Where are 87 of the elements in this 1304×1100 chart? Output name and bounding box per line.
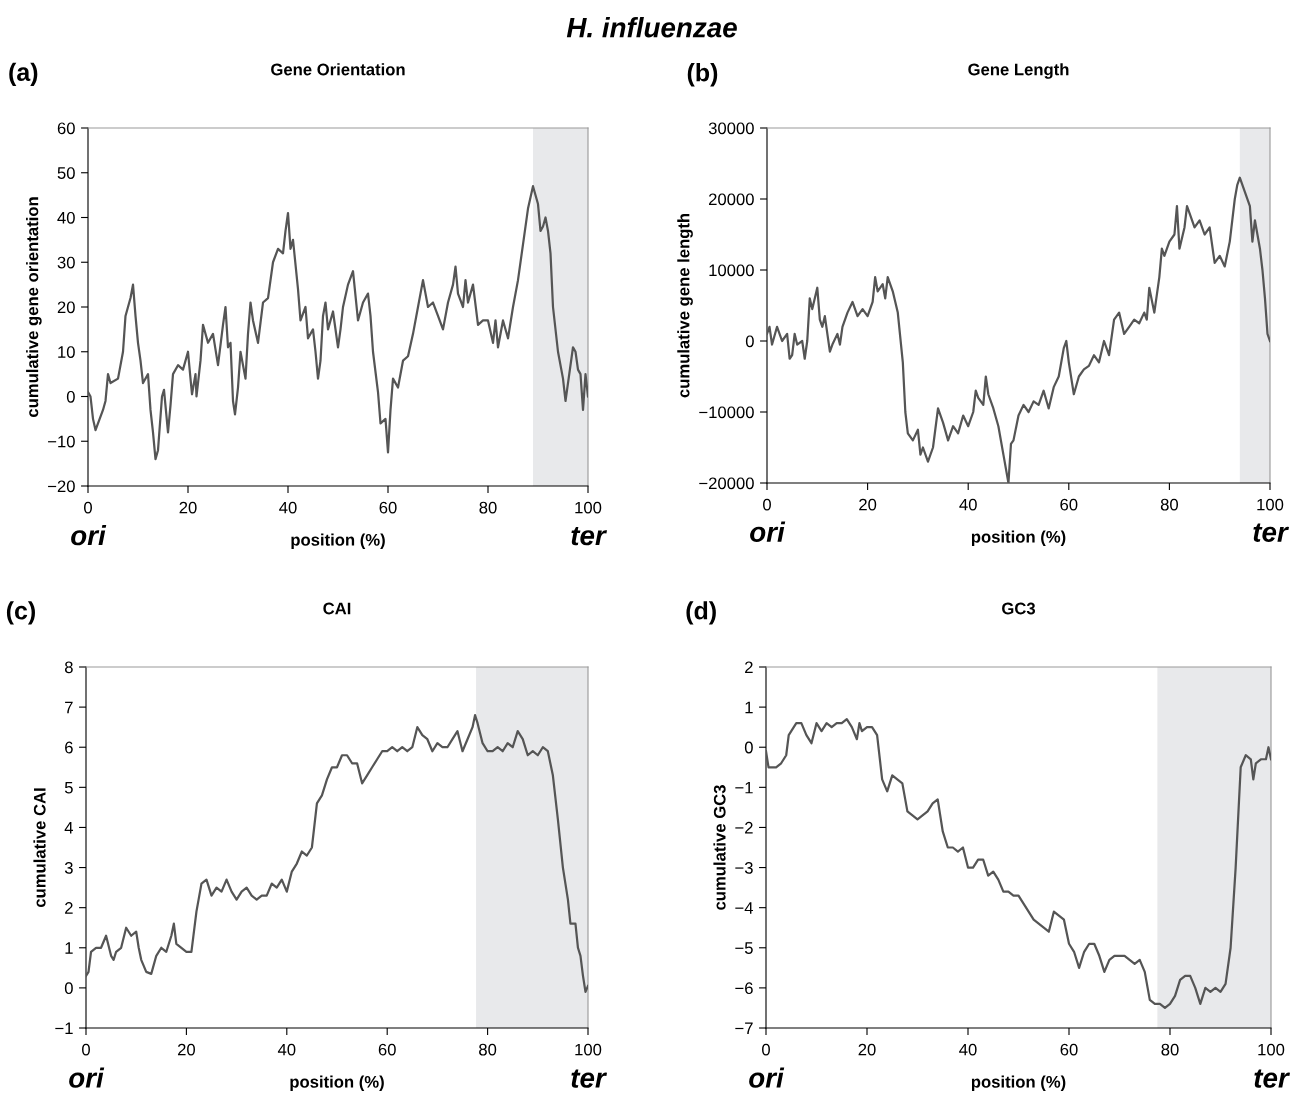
x-tick-label: 80: [1160, 498, 1179, 511]
chart-title: CAI: [323, 602, 351, 615]
text: ori: [749, 1067, 785, 1088]
y-tick-label: 6: [65, 741, 73, 754]
x-tick-label: 0: [84, 501, 92, 514]
y-tick-label: 2: [65, 902, 73, 914]
y-tick-label: 60: [57, 122, 75, 135]
y-axis-title: cumulative GC3: [713, 785, 726, 910]
y-tick-label: 1: [65, 942, 73, 954]
x-tick-label: 20: [859, 498, 877, 511]
y-tick-label: 10000: [709, 264, 754, 277]
x-tick-label: 100: [575, 1043, 602, 1056]
y-tick-label: 3: [64, 861, 73, 874]
y-tick-label: 10: [58, 346, 75, 358]
x-tick-label: 0: [763, 498, 771, 511]
x-tick-label: 60: [378, 1043, 396, 1056]
y-tick-label: 5: [64, 781, 73, 794]
text: ori: [750, 521, 786, 542]
y-tick-label: 1: [745, 701, 753, 714]
x-tick-label: 80: [479, 1043, 497, 1056]
y-axis-title: cumulative CAI: [33, 788, 46, 908]
x-tick-label: 100: [1257, 498, 1284, 511]
x-tick-label: 0: [82, 1043, 90, 1056]
y-tick-label: −2: [735, 821, 753, 834]
y-tick-label: 2: [745, 661, 753, 674]
line-series: [766, 718, 1271, 1010]
x-tick-label: 40: [959, 498, 977, 511]
x-tick-label: 40: [279, 501, 297, 514]
x-tick-label: 40: [277, 1043, 296, 1056]
x-tick-label: 20: [858, 1043, 876, 1056]
y-tick-label: 0: [64, 982, 73, 995]
x-tick-label: 60: [1060, 498, 1078, 511]
y-tick-label: −5: [735, 942, 753, 954]
y-tick-label: 8: [64, 661, 73, 674]
y-tick-label: −7: [735, 1022, 753, 1035]
y-tick-label: 7: [65, 701, 73, 714]
y-tick-label: 0: [66, 390, 75, 403]
y-tick-label: −10: [48, 435, 75, 448]
x-tick-label: 60: [1060, 1043, 1078, 1056]
text: ter: [571, 526, 608, 546]
x-tick-label: 0: [762, 1043, 770, 1056]
y-tick-label: 20: [57, 301, 75, 314]
y-tick-label: −20000: [699, 477, 754, 490]
chart-title: Gene Orientation: [271, 63, 405, 76]
text: ter: [1253, 523, 1290, 542]
y-tick-label: −1: [55, 1022, 73, 1035]
x-tick-label: 20: [179, 501, 197, 514]
y-tick-label: −6: [735, 982, 753, 995]
y-tick-label: 40: [57, 211, 75, 224]
x-axis-title: position (%): [291, 533, 385, 550]
text: ori: [71, 524, 107, 546]
y-tick-label: 20000: [709, 193, 754, 206]
y-axis-title: cumulative gene length: [677, 213, 693, 398]
line-series: [86, 714, 588, 994]
x-axis-title: position (%): [971, 530, 1066, 547]
x-tick-label: 100: [575, 501, 602, 514]
x-tick-label: 20: [177, 1043, 196, 1056]
line-series: [88, 185, 588, 461]
text: (c): [6, 601, 35, 625]
x-tick-label: 80: [479, 501, 497, 514]
y-tick-label: −4: [735, 902, 754, 914]
text: ter: [571, 1069, 608, 1088]
x-axis-title: position (%): [971, 1075, 1066, 1092]
text: H. influenzae: [566, 17, 737, 38]
y-tick-label: 30000: [708, 122, 754, 135]
y-tick-label: −3: [735, 861, 753, 874]
text: (d): [686, 601, 716, 625]
y-tick-label: −10000: [699, 406, 754, 419]
y-tick-label: 30: [57, 256, 75, 269]
chart-title: Gene Length: [968, 63, 1069, 79]
y-tick-label: 50: [57, 167, 75, 179]
text: ter: [1254, 1069, 1291, 1088]
y-tick-label: 0: [745, 335, 754, 348]
y-tick-label: −20: [48, 480, 75, 493]
text: (b): [687, 63, 718, 87]
text: ori: [69, 1067, 105, 1088]
x-tick-label: 80: [1161, 1043, 1179, 1056]
y-tick-label: 4: [64, 822, 74, 834]
y-tick-label: 0: [744, 741, 753, 754]
x-tick-label: 100: [1258, 1043, 1285, 1056]
x-axis-title: position (%): [290, 1075, 384, 1092]
y-tick-label: −1: [735, 781, 753, 794]
chart-title: GC3: [1002, 602, 1036, 615]
y-axis-title: cumulative gene orientation: [26, 197, 42, 418]
x-tick-label: 40: [959, 1043, 977, 1056]
text: (a): [9, 62, 38, 86]
x-tick-label: 60: [379, 501, 397, 514]
